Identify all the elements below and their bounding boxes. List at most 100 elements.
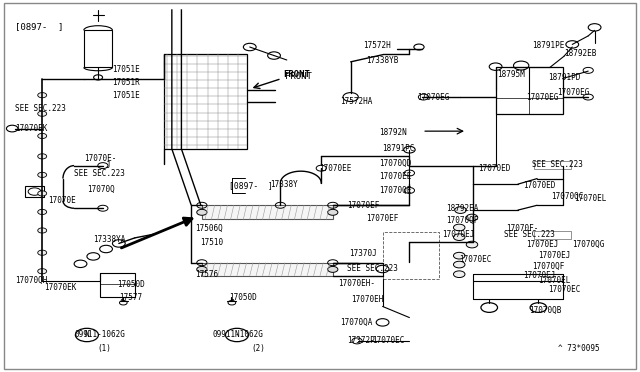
- Circle shape: [38, 172, 47, 177]
- Text: 17070EG: 17070EG: [557, 88, 590, 97]
- Text: 17338YB: 17338YB: [366, 56, 398, 65]
- Text: 17070EF: 17070EF: [347, 201, 379, 210]
- Circle shape: [38, 93, 47, 98]
- Text: 17070EK: 17070EK: [15, 124, 47, 133]
- Circle shape: [454, 261, 465, 268]
- Circle shape: [38, 250, 47, 255]
- Text: (2): (2): [251, 344, 265, 353]
- Text: 17070EJ: 17070EJ: [523, 271, 556, 280]
- Text: 17070EE: 17070EE: [379, 172, 411, 181]
- Circle shape: [38, 134, 47, 138]
- Text: 09911-1062G: 09911-1062G: [74, 330, 125, 340]
- Text: 17070QE: 17070QE: [379, 186, 411, 195]
- Text: 17510: 17510: [200, 238, 223, 247]
- Text: 18791PE: 18791PE: [532, 41, 564, 51]
- Text: 17576: 17576: [195, 270, 219, 279]
- Text: 17050D: 17050D: [117, 280, 145, 289]
- Bar: [164, 54, 246, 149]
- Text: 17070EC: 17070EC: [460, 255, 492, 264]
- Text: 17506Q: 17506Q: [195, 224, 223, 233]
- Text: 17338Y: 17338Y: [270, 180, 298, 189]
- Circle shape: [6, 125, 18, 132]
- Text: 17051E: 17051E: [113, 91, 140, 100]
- Bar: [534, 231, 571, 239]
- Circle shape: [38, 111, 47, 116]
- Text: 17372P: 17372P: [347, 336, 374, 346]
- Text: 09911-1062G: 09911-1062G: [212, 330, 264, 340]
- Text: 17070EH-: 17070EH-: [338, 279, 375, 288]
- Text: 17070EH: 17070EH: [351, 295, 383, 304]
- Text: 18791PD: 18791PD: [548, 73, 581, 82]
- Circle shape: [454, 252, 465, 259]
- Text: 17070QD: 17070QD: [379, 158, 411, 167]
- Circle shape: [467, 214, 477, 221]
- Text: FRONT: FRONT: [283, 70, 310, 79]
- Text: 18791PC: 18791PC: [383, 144, 415, 153]
- Bar: [100, 273, 135, 297]
- Text: 17050D: 17050D: [229, 294, 257, 302]
- Bar: [202, 205, 333, 219]
- Bar: [383, 232, 439, 279]
- Text: 17070EL: 17070EL: [538, 276, 571, 285]
- Text: ^ 73*0095: ^ 73*0095: [557, 344, 599, 353]
- Text: 17070QB: 17070QB: [529, 306, 562, 315]
- Text: 17070F-: 17070F-: [506, 224, 539, 233]
- Bar: [25, 186, 44, 197]
- Text: N: N: [84, 330, 89, 340]
- Text: 17070EJ: 17070EJ: [538, 251, 571, 260]
- Text: 17070QF: 17070QF: [532, 262, 564, 271]
- Text: 18795M: 18795M: [497, 70, 525, 78]
- Circle shape: [455, 207, 467, 214]
- Text: FRONT: FRONT: [285, 72, 312, 81]
- Text: SEE SEC.223: SEE SEC.223: [504, 230, 555, 240]
- Bar: [534, 161, 571, 169]
- Text: 17070QH: 17070QH: [15, 276, 47, 285]
- Text: 17070EJ: 17070EJ: [525, 240, 558, 249]
- Text: 17070ED: 17070ED: [478, 164, 511, 173]
- Text: 17577: 17577: [119, 293, 142, 302]
- Text: 17070EC: 17070EC: [372, 336, 404, 346]
- Text: 17070EL: 17070EL: [574, 195, 607, 203]
- Circle shape: [454, 224, 465, 231]
- Circle shape: [38, 154, 47, 159]
- Circle shape: [454, 234, 465, 240]
- Text: 17070EE: 17070EE: [319, 164, 351, 173]
- Text: 18792EA: 18792EA: [447, 205, 479, 214]
- Text: (1): (1): [98, 344, 111, 353]
- Text: 17572HA: 17572HA: [340, 97, 373, 106]
- Circle shape: [38, 191, 47, 196]
- Text: 17070EJ: 17070EJ: [443, 230, 475, 240]
- Circle shape: [38, 228, 47, 233]
- Text: 17051E: 17051E: [113, 65, 140, 74]
- Text: 17370J: 17370J: [349, 249, 376, 258]
- Text: SEE SEC.223: SEE SEC.223: [15, 104, 66, 113]
- Text: J: J: [106, 161, 111, 170]
- Text: 17070E: 17070E: [49, 196, 76, 205]
- Text: [0897-  ]: [0897- ]: [15, 22, 63, 31]
- Text: 17572H: 17572H: [364, 41, 391, 51]
- Text: 17070Q: 17070Q: [87, 185, 115, 194]
- Text: SEE SEC.223: SEE SEC.223: [347, 264, 397, 273]
- Text: 17070QC: 17070QC: [551, 192, 584, 201]
- Text: 17070EG: 17070EG: [417, 93, 449, 102]
- Text: 17070EG: 17070EG: [525, 93, 558, 102]
- Bar: [495, 67, 563, 114]
- Circle shape: [467, 241, 477, 248]
- Text: SEE SEC.223: SEE SEC.223: [532, 160, 583, 169]
- Circle shape: [328, 266, 338, 272]
- Circle shape: [454, 271, 465, 278]
- Text: N: N: [235, 330, 239, 340]
- Text: 18792EB: 18792EB: [564, 49, 596, 58]
- Text: 17070E-: 17070E-: [84, 154, 116, 163]
- Text: 17070QG: 17070QG: [572, 240, 605, 249]
- Text: 17070EK: 17070EK: [44, 283, 77, 292]
- Circle shape: [196, 209, 207, 215]
- Text: 17070EF: 17070EF: [366, 214, 398, 223]
- Circle shape: [38, 209, 47, 215]
- Text: 17338YA: 17338YA: [93, 235, 125, 244]
- Circle shape: [328, 209, 338, 215]
- Text: 17051R: 17051R: [113, 78, 140, 87]
- Circle shape: [38, 269, 47, 274]
- Circle shape: [196, 266, 207, 272]
- Bar: [84, 31, 113, 67]
